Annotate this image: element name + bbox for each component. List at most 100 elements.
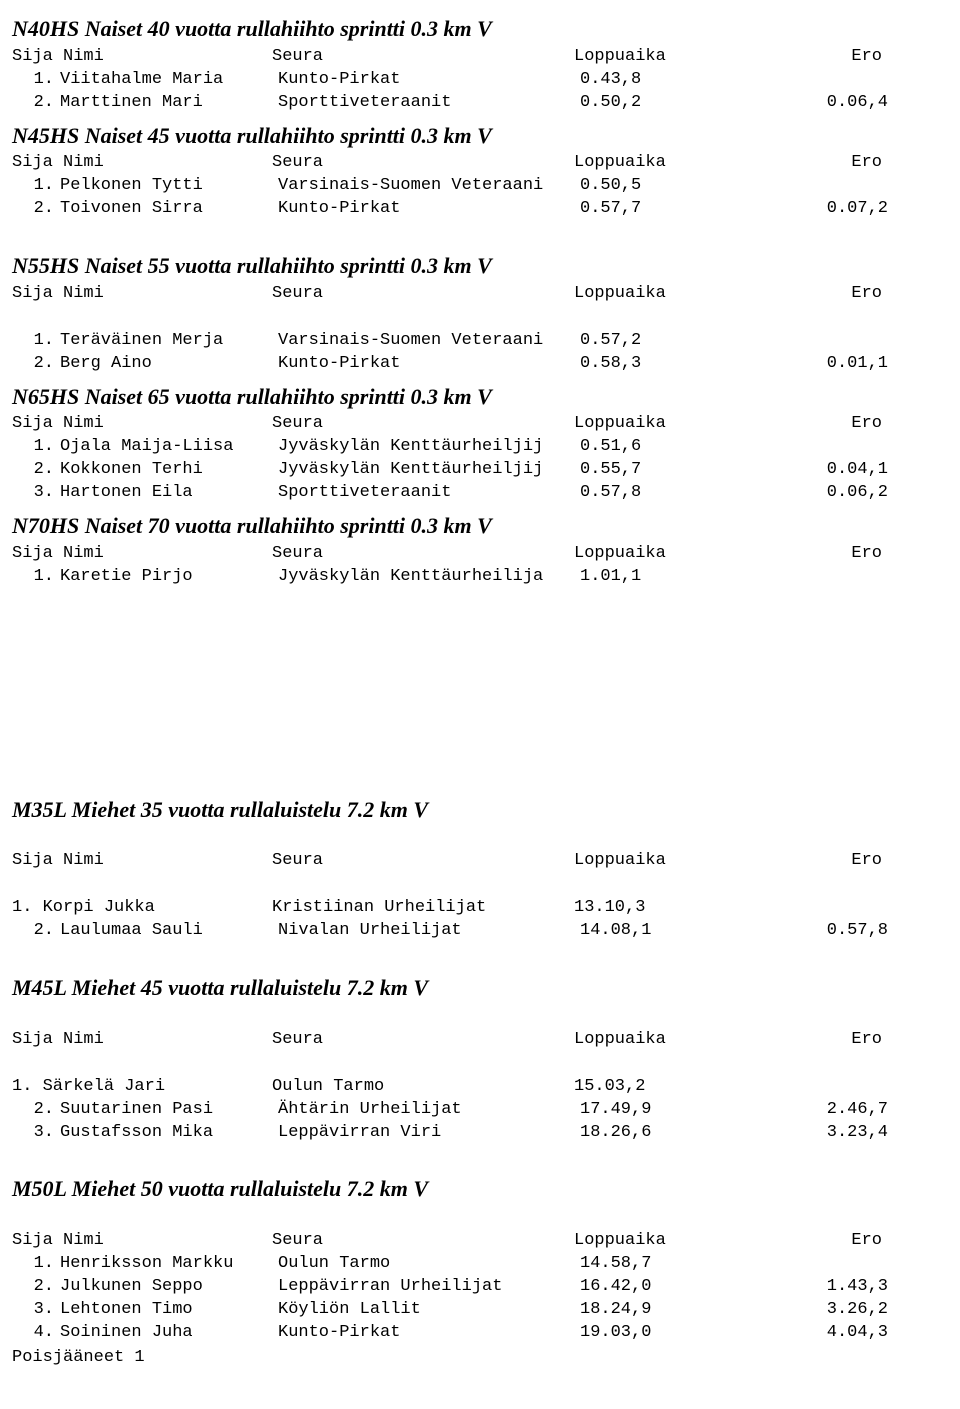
cell-loppuaika: 13.10,3 (574, 897, 762, 920)
cell-sija: 1. (12, 175, 60, 198)
cell-ero: 2.46,7 (768, 1099, 888, 1122)
category-title: N45HS Naiset 45 vuotta rullahiihto sprin… (12, 121, 948, 151)
cell-seura: Sporttiveteraanit (278, 92, 580, 115)
category-title: N55HS Naiset 55 vuotta rullahiihto sprin… (12, 251, 948, 281)
cell-ero: 0.01,1 (768, 353, 888, 376)
header-seura: Seura (272, 1230, 574, 1253)
table-row: 4.Soininen JuhaKunto-Pirkat19.03,04.04,3 (12, 1322, 948, 1345)
table-row: 2.Julkunen SeppoLeppävirran Urheilijat16… (12, 1276, 948, 1299)
header-seura: Seura (272, 1029, 574, 1052)
cell-nimi: Henriksson Markku (60, 1253, 278, 1276)
cell-nimi: Laulumaa Sauli (60, 920, 278, 943)
category-title: M35L Miehet 35 vuotta rullaluistelu 7.2 … (12, 795, 948, 825)
cell-ero: 1.43,3 (768, 1276, 888, 1299)
cell-sija: 1. (12, 330, 60, 353)
cell-seura: Sporttiveteraanit (278, 482, 580, 505)
header-sija-nimi: Sija Nimi (12, 850, 272, 873)
cell-loppuaika: 0.58,3 (580, 353, 768, 376)
header-loppuaika: Loppuaika (574, 46, 762, 69)
header-ero: Ero (762, 152, 882, 175)
cell-sija: 1. (12, 1253, 60, 1276)
table-row: 2.Laulumaa SauliNivalan Urheilijat14.08,… (12, 920, 948, 943)
cell-seura: Jyväskylän Kenttäurheiljij (278, 436, 580, 459)
cell-nimi: Hartonen Eila (60, 482, 278, 505)
cell-sija: 2. (12, 459, 60, 482)
cell-ero: 0.57,8 (768, 920, 888, 943)
table-row: 2.Toivonen SirraKunto-Pirkat0.57,70.07,2 (12, 198, 948, 221)
cell-loppuaika: 17.49,9 (580, 1099, 768, 1122)
cell-sija: 3. (12, 1299, 60, 1322)
cell-seura: Kunto-Pirkat (278, 1322, 580, 1345)
cell-ero (768, 330, 888, 353)
table-row: 3.Gustafsson MikaLeppävirran Viri18.26,6… (12, 1122, 948, 1145)
table-row: 1.Ojala Maija-LiisaJyväskylän Kenttäurhe… (12, 436, 948, 459)
cell-sija: 2. (12, 920, 60, 943)
cell-loppuaika: 16.42,0 (580, 1276, 768, 1299)
cell-loppuaika: 19.03,0 (580, 1322, 768, 1345)
cell-seura: Jyväskylän Kenttäurheilija (278, 566, 580, 589)
cell-loppuaika: 14.08,1 (580, 920, 768, 943)
cell-nimi: Suutarinen Pasi (60, 1099, 278, 1122)
footer-note: Poisjääneet 1 (12, 1347, 948, 1370)
header-loppuaika: Loppuaika (574, 543, 762, 566)
cell-seura: Varsinais-Suomen Veteraani (278, 175, 580, 198)
cell-ero (762, 1076, 882, 1099)
cell-ero: 4.04,3 (768, 1322, 888, 1345)
table-row: 3.Lehtonen TimoKöyliön Lallit18.24,93.26… (12, 1299, 948, 1322)
header-seura: Seura (272, 283, 574, 306)
table-header: Sija NimiSeuraLoppuaikaEro (12, 413, 948, 436)
cell-seura: Leppävirran Viri (278, 1122, 580, 1145)
header-sija-nimi: Sija Nimi (12, 1029, 272, 1052)
cell-ero: 3.26,2 (768, 1299, 888, 1322)
cell-loppuaika: 14.58,7 (580, 1253, 768, 1276)
cell-seura: Kunto-Pirkat (278, 353, 580, 376)
cell-nimi: Karetie Pirjo (60, 566, 278, 589)
cell-ero (768, 566, 888, 589)
results-document: N40HS Naiset 40 vuotta rullahiihto sprin… (12, 14, 948, 1370)
cell-sija: 3. (12, 482, 60, 505)
cell-ero: 0.07,2 (768, 198, 888, 221)
cell-sija: 1. (12, 69, 60, 92)
cell-sija: 4. (12, 1322, 60, 1345)
table-header: Sija NimiSeuraLoppuaikaEro (12, 850, 948, 873)
cell-nimi: Pelkonen Tytti (60, 175, 278, 198)
category-title: N70HS Naiset 70 vuotta rullahiihto sprin… (12, 511, 948, 541)
header-ero: Ero (762, 413, 882, 436)
cell-nimi: Gustafsson Mika (60, 1122, 278, 1145)
cell-seura: Jyväskylän Kenttäurheiljij (278, 459, 580, 482)
cell-sija: 1. (12, 436, 60, 459)
table-row: 3.Hartonen EilaSporttiveteraanit0.57,80.… (12, 482, 948, 505)
header-ero: Ero (762, 1230, 882, 1253)
cell-nimi: Soininen Juha (60, 1322, 278, 1345)
header-ero: Ero (762, 46, 882, 69)
table-row: 2.Marttinen MariSporttiveteraanit0.50,20… (12, 92, 948, 115)
table-row: 1. Korpi JukkaKristiinan Urheilijat13.10… (12, 897, 948, 920)
cell-ero: 0.06,2 (768, 482, 888, 505)
cell-nimi: Berg Aino (60, 353, 278, 376)
cell-seura: Köyliön Lallit (278, 1299, 580, 1322)
category-title: N40HS Naiset 40 vuotta rullahiihto sprin… (12, 14, 948, 44)
cell-nimi: Marttinen Mari (60, 92, 278, 115)
cell-loppuaika: 0.57,2 (580, 330, 768, 353)
cell-nimi: Lehtonen Timo (60, 1299, 278, 1322)
cell-ero: 0.06,4 (768, 92, 888, 115)
cell-loppuaika: 0.50,2 (580, 92, 768, 115)
table-row: 1.Henriksson MarkkuOulun Tarmo14.58,7 (12, 1253, 948, 1276)
header-loppuaika: Loppuaika (574, 413, 762, 436)
category-title: N65HS Naiset 65 vuotta rullahiihto sprin… (12, 382, 948, 412)
table-row: 1.Viitahalme MariaKunto-Pirkat0.43,8 (12, 69, 948, 92)
header-ero: Ero (762, 1029, 882, 1052)
cell-ero (762, 897, 882, 920)
category-title: M45L Miehet 45 vuotta rullaluistelu 7.2 … (12, 973, 948, 1003)
cell-loppuaika: 1.01,1 (580, 566, 768, 589)
table-header: Sija NimiSeuraLoppuaikaEro (12, 152, 948, 175)
cell-ero (768, 436, 888, 459)
cell-nimi: Viitahalme Maria (60, 69, 278, 92)
cell-sija: 2. (12, 353, 60, 376)
table-row: 1.Pelkonen TyttiVarsinais-Suomen Veteraa… (12, 175, 948, 198)
cell-loppuaika: 0.55,7 (580, 459, 768, 482)
header-ero: Ero (762, 850, 882, 873)
header-ero: Ero (762, 543, 882, 566)
cell-ero (768, 1253, 888, 1276)
header-sija-nimi: Sija Nimi (12, 46, 272, 69)
